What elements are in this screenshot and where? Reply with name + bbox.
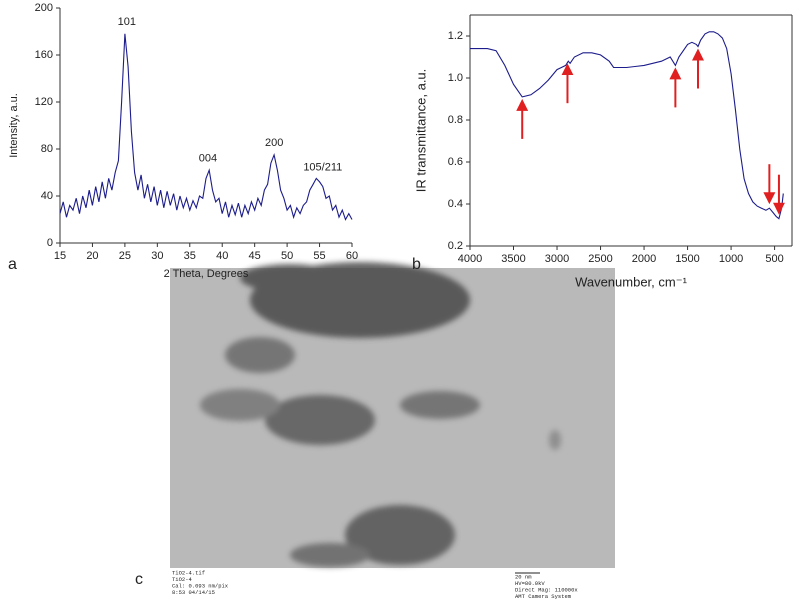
tem-caption: AMT Camera System xyxy=(515,593,572,600)
y-tick-label: 0.4 xyxy=(448,198,463,210)
x-tick-label: 30 xyxy=(151,250,163,262)
x-tick-label: 45 xyxy=(249,250,261,262)
y-tick-label: 0.2 xyxy=(448,240,463,252)
y-tick-label: 1.0 xyxy=(448,72,463,84)
x-tick-label: 35 xyxy=(184,250,196,262)
tem-caption: TiO2-4 xyxy=(172,576,193,583)
y-tick-label: 1.2 xyxy=(448,30,463,42)
peak-label: 105/211 xyxy=(303,162,342,174)
y-axis-title: IR transmittance, a.u. xyxy=(413,69,428,193)
x-tick-label: 3500 xyxy=(501,253,525,265)
peak-label: 101 xyxy=(118,16,136,28)
y-tick-label: 0 xyxy=(47,237,53,249)
x-axis-title: 2 Theta, Degrees xyxy=(164,268,249,280)
tem-caption: Direct Mag: 110000x xyxy=(515,586,578,593)
x-axis-title: Wavenumber, cm⁻¹ xyxy=(575,274,688,289)
panel-label: a xyxy=(8,256,17,273)
tem-caption: 8:53 04/14/15 xyxy=(172,589,215,596)
x-tick-label: 40 xyxy=(216,250,228,262)
x-tick-label: 500 xyxy=(765,253,783,265)
y-tick-label: 200 xyxy=(35,2,53,14)
x-tick-label: 3000 xyxy=(545,253,569,265)
panel-label: b xyxy=(412,256,421,273)
tem-caption: 20 nm xyxy=(515,573,532,580)
peak-label: 200 xyxy=(265,137,283,149)
x-tick-label: 20 xyxy=(86,250,98,262)
x-tick-label: 25 xyxy=(119,250,131,262)
y-tick-label: 0.6 xyxy=(448,156,463,168)
y-axis-title: Intensity, a.u. xyxy=(8,93,20,158)
y-tick-label: 80 xyxy=(41,143,53,155)
x-tick-label: 15 xyxy=(54,250,66,262)
x-tick-label: 1500 xyxy=(675,253,699,265)
x-tick-label: 50 xyxy=(281,250,293,262)
y-tick-label: 120 xyxy=(35,96,53,108)
tem-image xyxy=(170,262,615,574)
y-tick-label: 0.8 xyxy=(448,114,463,126)
data-line xyxy=(470,31,784,220)
y-tick-label: 160 xyxy=(35,49,53,61)
tem-caption: TiO2-4.tif xyxy=(172,569,205,576)
data-line xyxy=(59,33,353,221)
peak-label: 004 xyxy=(199,152,217,164)
x-tick-label: 1000 xyxy=(719,253,743,265)
x-tick-label: 55 xyxy=(313,250,325,262)
tem-caption: Cal: 0.093 nm/pix xyxy=(172,582,229,589)
x-tick-label: 60 xyxy=(346,250,358,262)
y-tick-label: 40 xyxy=(41,190,53,202)
tem-caption: HV=80.0kV xyxy=(515,580,545,587)
panel-label: c xyxy=(135,571,143,588)
x-tick-label: 2000 xyxy=(632,253,656,265)
x-tick-label: 2500 xyxy=(588,253,612,265)
x-tick-label: 4000 xyxy=(458,253,482,265)
